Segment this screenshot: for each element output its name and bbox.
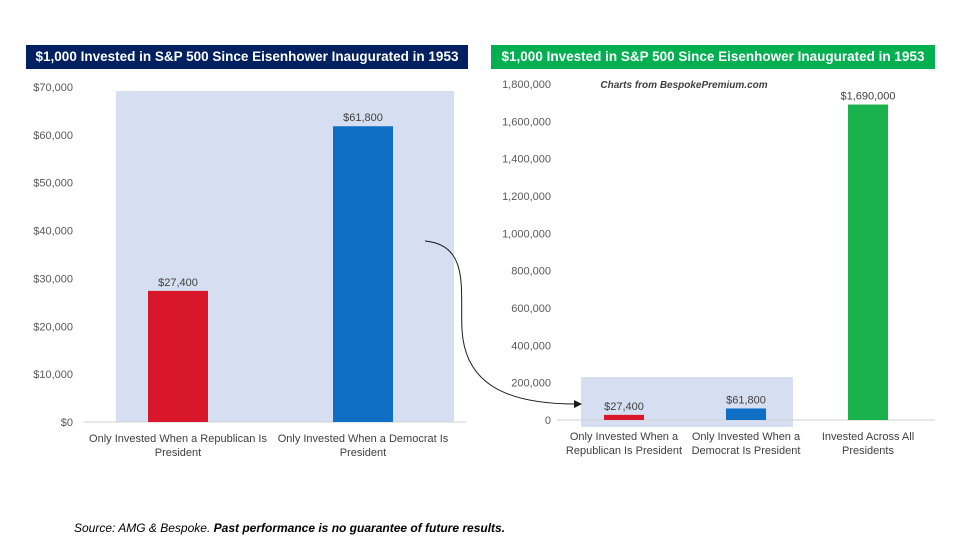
source-text: Source: AMG & Bespoke.	[74, 521, 211, 535]
y-tick-label: 600,000	[511, 303, 551, 315]
y-tick-label: 200,000	[511, 378, 551, 390]
category-label: Democrat Is President	[692, 445, 801, 457]
source-footer: Source: AMG & Bespoke. Past performance …	[74, 521, 505, 535]
y-tick-label: $50,000	[33, 178, 73, 190]
category-label: Only Invested When a	[570, 431, 679, 443]
data-label: $1,690,000	[840, 91, 895, 103]
y-tick-label: 1,000,000	[502, 228, 551, 240]
category-label: Invested Across All	[822, 431, 914, 443]
y-tick-label: 1,600,000	[502, 116, 551, 128]
y-tick-label: $30,000	[33, 273, 73, 285]
y-tick-label: 400,000	[511, 340, 551, 352]
category-label: Presidents	[842, 445, 894, 457]
disclaimer-text: Past performance is no guarantee of futu…	[213, 521, 506, 535]
y-tick-label: 1,400,000	[502, 154, 551, 166]
y-tick-label: $60,000	[33, 130, 73, 142]
bar	[333, 126, 393, 422]
y-tick-label: $0	[61, 417, 73, 429]
y-tick-label: 1,800,000	[502, 79, 551, 91]
y-tick-label: $40,000	[33, 226, 73, 238]
category-label: President	[340, 447, 386, 459]
chart-credit-annotation: Charts from BespokePremium.com	[600, 80, 767, 91]
category-label: Only Invested When a Democrat Is	[278, 433, 449, 445]
left-chart-title: $1,000 Invested in S&P 500 Since Eisenho…	[26, 45, 468, 69]
bar	[848, 104, 888, 421]
data-label: $61,800	[343, 112, 383, 124]
category-label: Only Invested When a Republican Is	[89, 433, 267, 445]
left-bar-chart: $0 $10,000 $20,000 $30,000 $40,000 $50,000 $60…	[33, 82, 466, 459]
right-chart-title: $1,000 Invested in S&P 500 Since Eisenho…	[491, 45, 935, 69]
y-tick-label: $70,000	[33, 82, 73, 94]
bar	[148, 290, 208, 422]
y-tick-label: 1,200,000	[502, 191, 551, 203]
category-label: President	[155, 447, 201, 459]
data-label: $27,400	[158, 277, 198, 289]
y-tick-label: 0	[545, 415, 551, 427]
data-label: $61,800	[726, 394, 766, 406]
category-label: Only Invested When a	[692, 431, 801, 443]
y-tick-label: $20,000	[33, 321, 73, 333]
bar	[726, 408, 766, 420]
bar	[604, 414, 644, 420]
y-tick-label: $10,000	[33, 369, 73, 381]
category-label: Republican Is President	[566, 445, 682, 457]
right-bar-chart: 0 200,000 400,000 600,000 800,000 1,000,000 1,…	[502, 79, 935, 457]
data-label: $27,400	[604, 401, 644, 413]
y-tick-label: 800,000	[511, 266, 551, 278]
